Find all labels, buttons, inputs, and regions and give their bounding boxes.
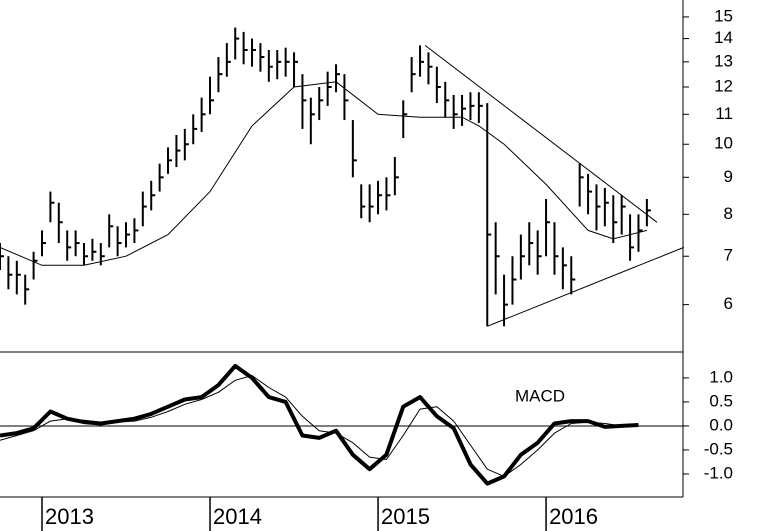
- y-tick-label: 15: [714, 6, 733, 25]
- y-tick-label: 1.0: [709, 367, 733, 386]
- y-tick-label: 12: [714, 76, 733, 95]
- macd-title: MACD: [515, 386, 565, 405]
- y-tick-label: -1.0: [704, 463, 733, 482]
- y-tick-label: 0.5: [709, 391, 733, 410]
- moving-average: [0, 81, 648, 266]
- y-tick-label: 10: [714, 134, 733, 153]
- y-tick-label: 6: [724, 294, 733, 313]
- macd-line: [0, 363, 639, 486]
- y-tick-label: 9: [724, 167, 733, 186]
- y-tick-label: 11: [715, 104, 733, 123]
- x-tick-label: 2016: [549, 504, 598, 529]
- y-tick-label: 13: [714, 51, 733, 70]
- trend-line: [424, 45, 658, 223]
- y-tick-label: 7: [724, 246, 733, 265]
- macd-line: [0, 375, 639, 477]
- y-tick-label: 0.0: [709, 415, 733, 434]
- x-tick-label: 2014: [213, 504, 262, 529]
- y-tick-label: 14: [714, 28, 733, 47]
- y-tick-label: 8: [724, 204, 733, 223]
- trend-line: [487, 246, 684, 327]
- y-tick-label: -0.5: [704, 439, 733, 458]
- x-tick-label: 2015: [381, 504, 430, 529]
- x-tick-label: 2013: [45, 504, 94, 529]
